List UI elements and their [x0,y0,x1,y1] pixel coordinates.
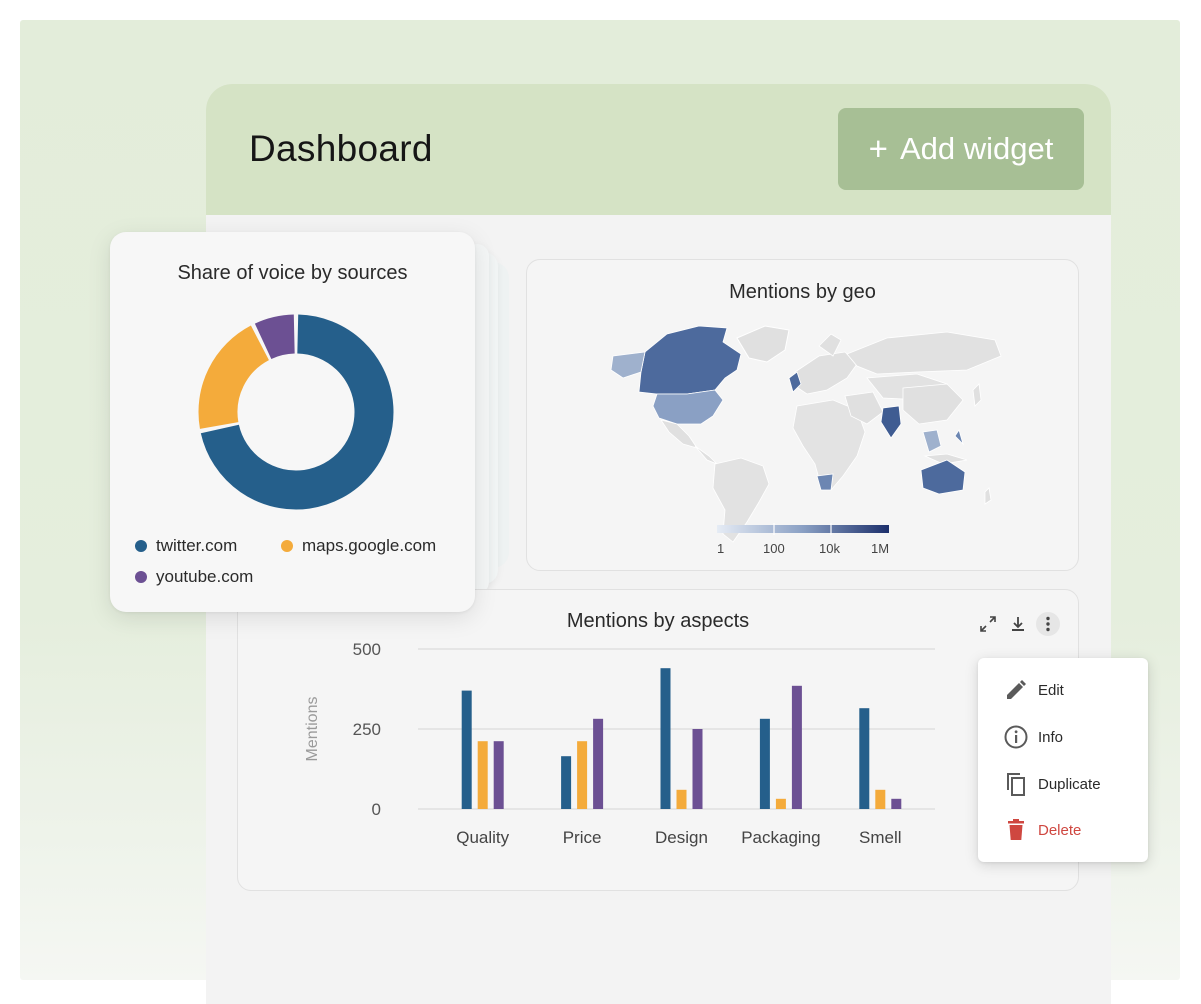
map-russia [846,331,1002,375]
legend-label: twitter.com [156,536,238,555]
y-tick-label: 500 [353,640,381,659]
bar-price-1 [577,741,588,809]
map-europe [794,351,858,395]
legend-dot [135,540,147,552]
bar-design-1 [676,789,687,809]
map-alaska [610,351,646,379]
aspects-bar-chart: 0 250 500 Mentions Quality Price Design Packagi… [304,640,935,847]
donut-slice-1 [198,325,270,429]
legend-item-youtube: youtube.com [135,567,253,587]
map-philippines [954,429,964,446]
bar-quality-1 [477,741,488,809]
copy-icon [1002,770,1030,798]
more-vertical-icon[interactable] [1036,612,1060,636]
color-scale-bar [717,525,889,533]
scale-label: 1 [717,541,725,556]
add-widget-button[interactable]: + Add widget [838,108,1084,190]
download-icon[interactable] [1006,612,1030,636]
share-of-voice-donut [198,314,394,510]
map-middle-east [844,391,884,425]
map-south-america [712,457,770,543]
legend-dot [281,540,293,552]
share-of-voice-title: Share of voice by sources [177,262,408,284]
x-tick-label: Quality [456,828,509,847]
map-usa [652,389,724,425]
aspects-widget-title: Mentions by aspects [566,610,750,632]
x-tick-label: Design [655,828,708,847]
world-map [610,325,1002,543]
pencil-icon [1002,676,1030,704]
menu-label: Delete [1038,821,1082,839]
map-greenland [736,325,790,363]
bar-design-0 [660,668,671,809]
bar-smell-0 [859,708,870,809]
geo-widget-title: Mentions by geo [729,281,876,303]
map-south-africa [816,473,834,491]
map-scandinavia [818,333,842,357]
legend-label: youtube.com [156,567,254,586]
add-widget-label: Add widget [899,131,1054,166]
legend-item-maps: maps.google.com [281,536,436,556]
map-southeast-asia [922,429,942,453]
donut-slice-2 [254,314,296,360]
legend-item-twitter: twitter.com [135,536,237,556]
y-axis-label: Mentions [304,697,321,762]
bar-smell-1 [875,789,886,809]
aspects-widget[interactable]: Mentions by aspects 0 250 500 Mentions Quali… [237,589,1079,891]
map-central-america [694,445,718,465]
scale-label: 10k [819,541,840,556]
map-uk [788,371,802,393]
donut-slice-0 [200,314,394,510]
menu-label: Duplicate [1038,775,1101,793]
widget-context-menu: Edit Info Duplicate Delete [978,658,1148,862]
x-tick-label: Packaging [741,828,820,847]
map-china [902,383,964,425]
menu-item-duplicate[interactable]: Duplicate [978,764,1148,804]
map-japan [972,383,982,407]
bar-packaging-2 [791,685,802,809]
map-new-zealand [984,487,992,505]
bar-quality-2 [493,741,504,809]
x-tick-label: Smell [859,828,902,847]
y-tick-label: 0 [372,800,381,819]
menu-item-edit[interactable]: Edit [978,670,1148,710]
geo-widget[interactable]: Mentions by geo [526,259,1079,571]
info-icon [1002,723,1030,751]
bar-price-2 [593,718,604,809]
bar-packaging-0 [759,718,770,809]
dashboard-header: Dashboard + Add widget [206,84,1111,215]
map-canada [638,325,742,395]
legend-dot [135,571,147,583]
scale-label: 100 [763,541,785,556]
x-tick-label: Price [563,828,602,847]
scale-label: 1M [871,541,890,556]
share-of-voice-widget[interactable]: Share of voice by sources twitter.com ma… [110,232,475,612]
plus-icon: + [868,130,888,167]
expand-icon[interactable] [976,612,1000,636]
trash-icon [1002,816,1030,844]
menu-item-delete[interactable]: Delete [978,810,1148,850]
menu-item-info[interactable]: Info [978,717,1148,757]
bar-price-0 [561,756,572,809]
bar-packaging-1 [775,798,786,809]
legend-label: maps.google.com [302,536,437,555]
page-title: Dashboard [249,128,433,169]
bar-design-2 [692,729,703,809]
menu-label: Info [1038,728,1064,746]
y-tick-label: 250 [353,720,381,739]
map-india [880,405,902,439]
menu-label: Edit [1038,681,1064,699]
bar-smell-2 [891,798,902,809]
map-australia [920,459,966,495]
bar-quality-0 [461,690,472,809]
map-indonesia [923,453,968,465]
